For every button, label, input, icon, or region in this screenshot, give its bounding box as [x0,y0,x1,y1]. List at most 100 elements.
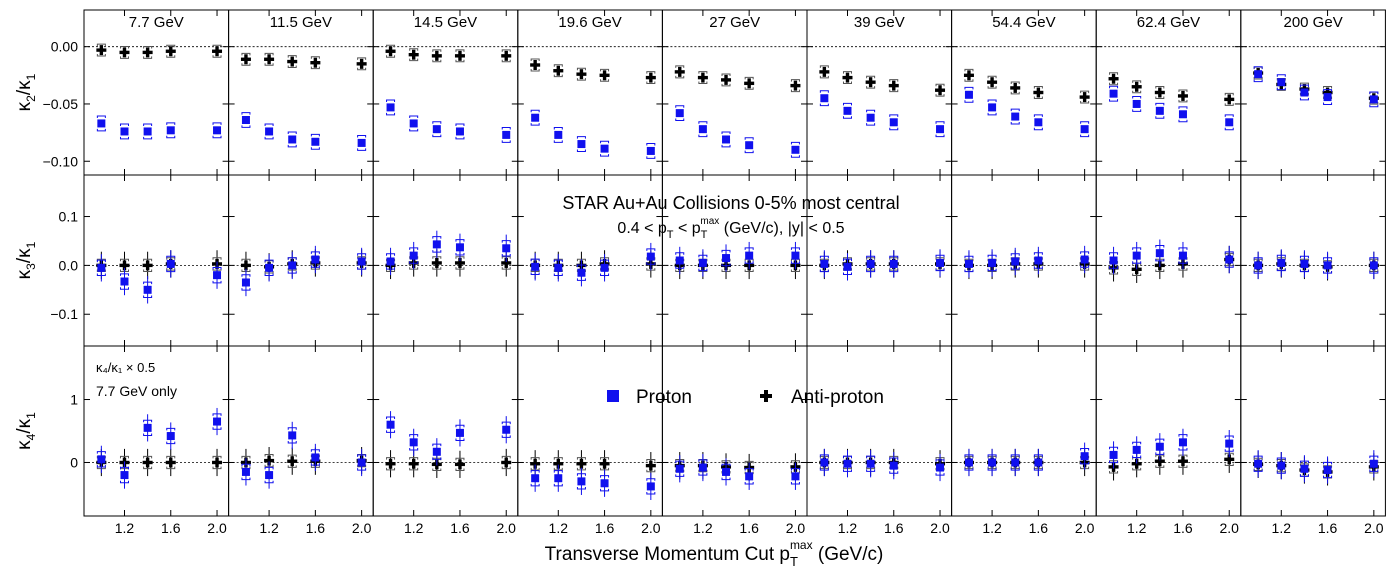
proton-point [1369,450,1379,478]
energy-label: 27 GeV [709,14,760,31]
panel-r3-19-6-gev [517,345,663,517]
proton-point [264,254,274,282]
energy-label: 11.5 GeV [270,14,332,31]
panel-r1-14-5-gev: 14.5 GeV [372,9,519,176]
proton-point [698,453,708,482]
antiproton-point [576,67,587,81]
panel-frame [951,9,1097,176]
panel-r2-62-4-gev [1095,174,1242,347]
antiproton-point [645,71,656,85]
x-tick-label: 2.0 [930,520,950,536]
proton-point [935,249,945,277]
legend: Proton Anti-proton [607,387,884,408]
proton-point [386,411,396,439]
antiproton-point [987,75,998,89]
y-axes: 0.00 −0.05 −0.10 κ2/κ1 0.1 0.0 −0.1 κ3/κ1 1 0 κ4/κ… [14,39,78,471]
panel-frame [1095,9,1242,176]
x-tick-label: 1.6 [739,520,759,536]
x-tick-label: 1.6 [884,520,904,536]
proton-point [212,122,222,139]
k4-note-line1: κ₄/κ₁ × 0.5 [96,360,155,375]
panel-r1-200-gev: 200 GeV [1240,9,1386,176]
proton-point [1276,249,1286,277]
y-tick-label: −0.05 [43,96,79,112]
proton-point [166,122,176,139]
proton-point [964,448,974,477]
proton-point [819,90,829,107]
x-tick-label: 1.2 [693,520,713,536]
proton-point [357,247,367,276]
antiproton-point [744,76,755,90]
x-tick-label: 2.0 [1364,520,1384,536]
y-axis-title: κ3/κ1 [14,241,38,279]
antiproton-point [697,71,708,85]
proton-point [143,414,153,442]
proton-point [409,241,419,270]
proton-point [432,121,442,138]
proton-point [1080,121,1090,138]
proton-point [1299,455,1309,483]
proton-point [889,452,899,480]
proton-point [987,99,997,116]
proton-point [143,123,153,140]
proton-point [790,241,800,270]
proton-point [96,115,106,132]
antiproton-point [842,71,853,85]
energy-label: 62.4 GeV [1137,14,1200,31]
proton-point [1224,429,1234,458]
antiproton-point [356,57,367,71]
antiproton-point [963,68,974,82]
antiproton-point [888,79,899,93]
proton-point [212,261,222,289]
proton-point [1253,66,1263,83]
y-tick-label: 0.00 [51,39,78,55]
x-tick-label: 2.0 [1219,520,1239,536]
proton-point [119,123,129,140]
panel-frame [806,345,953,517]
x-tick-label: 2.0 [496,520,516,536]
panel-r1-19-6-gev: 19.6 GeV [517,9,663,176]
proton-point [675,246,685,275]
antiproton-point [142,45,153,59]
x-tick-label: 1.6 [1318,520,1338,536]
legend-proton-label: Proton [636,387,692,408]
proton-point [1033,114,1043,131]
proton-point [576,467,586,495]
proton-point [96,445,106,473]
panel-frame [661,9,808,176]
proton-point [1109,246,1119,275]
proton-point [501,416,511,444]
panel-r1-62-4-gev: 62.4 GeV [1095,9,1242,176]
energy-label: 54.4 GeV [992,14,1055,31]
proton-point [721,244,731,272]
x-tick-label: 2.0 [641,520,661,536]
x-tick-label: 1.6 [1173,520,1193,536]
proton-point [698,249,708,277]
panel-frame [517,9,663,176]
panel-frame [517,345,663,517]
proton-point [1299,250,1309,278]
proton-point [1178,106,1188,123]
panel-r1-54-4-gev: 54.4 GeV [951,9,1097,176]
panel-r3-54-4-gev [951,345,1097,517]
proton-point [241,458,251,486]
proton-point [600,469,610,497]
proton-point [409,428,419,456]
proton-point [553,254,563,282]
proton-point [386,247,396,276]
proton-point [964,86,974,103]
antiproton-point [310,56,321,70]
x-tick-label: 1.2 [982,520,1002,536]
antiproton-point [1079,90,1090,104]
proton-point [357,134,367,151]
panel-frame [228,345,374,517]
proton-point [287,251,297,280]
proton-point [530,109,540,126]
antiproton-point [431,49,442,63]
panel-r3-14-5-gev [372,345,519,517]
legend-antiproton-label: Anti-proton [791,387,884,408]
x-tick-label: 1.2 [1127,520,1147,536]
panel-r3-200-gev [1240,345,1386,517]
antiproton-point [790,79,801,93]
